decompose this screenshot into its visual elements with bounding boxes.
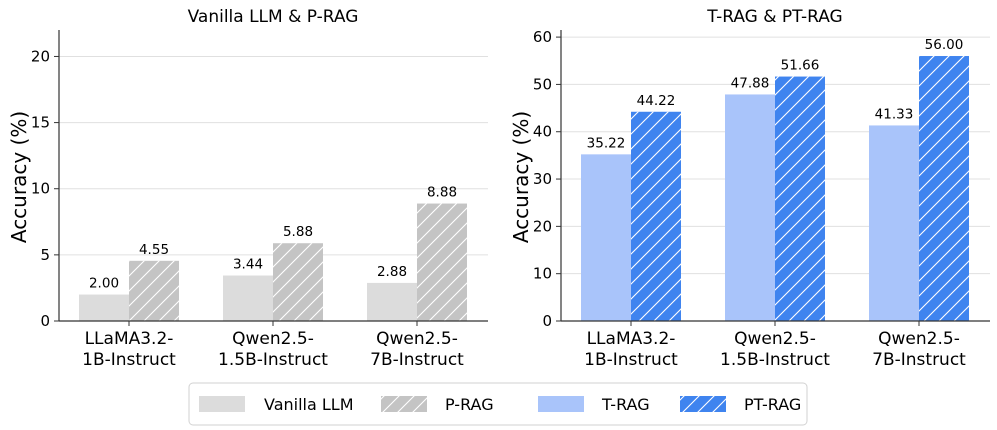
right-value-label-t-rag-1: 47.88 bbox=[731, 75, 770, 91]
right-value-label-t-rag-0: 35.22 bbox=[587, 135, 626, 151]
left-bar-vanilla-llm-2 bbox=[367, 282, 417, 321]
left-x-tick-label-2-1: 7B-Instruct bbox=[370, 350, 464, 370]
right-x-tick-label-1-1: 1.5B-Instruct bbox=[720, 350, 830, 370]
right-x-tick-label-2-0: Qwen2.5- bbox=[878, 329, 960, 349]
chart-right-y-axis-label: Accuracy (%) bbox=[509, 111, 533, 243]
left-value-label-p-rag-1: 5.88 bbox=[283, 224, 313, 240]
left-value-label-p-rag-2: 8.88 bbox=[427, 185, 457, 201]
right-y-tick-label-20: 20 bbox=[533, 217, 552, 235]
chart-left-y-axis-label: Accuracy (%) bbox=[7, 111, 31, 243]
left-x-tick-label-0-1: 1B-Instruct bbox=[82, 350, 176, 370]
right-y-tick-label-30: 30 bbox=[533, 170, 552, 188]
right-x-tick-label-2-1: 7B-Instruct bbox=[872, 350, 966, 370]
legend-frame bbox=[188, 382, 808, 426]
left-y-tick-label-10: 10 bbox=[31, 180, 50, 198]
legend-label-p-rag: P-RAG bbox=[445, 395, 494, 414]
left-value-label-vanilla-llm-1: 3.44 bbox=[233, 256, 263, 272]
legend-swatch-p-rag-hatch bbox=[381, 396, 427, 412]
left-y-tick-label-20: 20 bbox=[31, 47, 50, 65]
right-value-label-t-rag-2: 41.33 bbox=[875, 106, 914, 122]
left-x-tick-label-1-1: 1.5B-Instruct bbox=[218, 350, 328, 370]
legend-swatch-vanilla-llm bbox=[199, 396, 245, 412]
right-y-tick-label-50: 50 bbox=[533, 75, 552, 93]
left-bar-vanilla-llm-1 bbox=[223, 275, 273, 321]
legend-swatch-t-rag bbox=[538, 396, 584, 412]
left-bar-vanilla-llm-0 bbox=[79, 294, 129, 321]
right-value-label-pt-rag-2: 56.00 bbox=[925, 37, 964, 53]
right-y-tick-label-10: 10 bbox=[533, 265, 552, 283]
right-bar-t-rag-1 bbox=[725, 94, 775, 321]
chart-left: Vanilla LLM & P-RAG Accuracy (%) 0 5 10 15 2… bbox=[7, 7, 488, 370]
right-y-tick-label-0: 0 bbox=[542, 312, 552, 330]
legend: Vanilla LLM P-RAG T-RAG PT-RAG bbox=[188, 382, 808, 426]
left-bar-p-rag-0-hatch bbox=[129, 260, 179, 321]
left-y-tick-label-15: 15 bbox=[31, 114, 50, 132]
left-y-tick-label-5: 5 bbox=[40, 246, 50, 264]
legend-label-pt-rag: PT-RAG bbox=[744, 395, 801, 414]
right-value-label-pt-rag-1: 51.66 bbox=[781, 58, 820, 74]
left-x-tick-label-0-0: LLaMA3.2- bbox=[85, 329, 174, 349]
left-bar-p-rag-1-hatch bbox=[273, 243, 323, 321]
chart-left-title: Vanilla LLM & P-RAG bbox=[188, 7, 359, 27]
right-x-tick-label-0-0: LLaMA3.2- bbox=[587, 329, 676, 349]
left-x-tick-label-1-0: Qwen2.5- bbox=[232, 329, 314, 349]
right-y-tick-label-40: 40 bbox=[533, 123, 552, 141]
left-x-tick-label-2-0: Qwen2.5- bbox=[376, 329, 458, 349]
right-x-tick-label-0-1: 1B-Instruct bbox=[584, 350, 678, 370]
right-x-tick-label-1-0: Qwen2.5- bbox=[734, 329, 816, 349]
chart-right-title: T-RAG & PT-RAG bbox=[706, 7, 843, 27]
right-bar-pt-rag-2-hatch bbox=[919, 56, 969, 322]
right-bar-pt-rag-0-hatch bbox=[631, 111, 681, 321]
right-bar-t-rag-0 bbox=[581, 154, 631, 321]
right-bar-pt-rag-1-hatch bbox=[775, 76, 825, 321]
legend-swatch-pt-rag-hatch bbox=[680, 396, 726, 412]
right-bar-t-rag-2 bbox=[869, 125, 919, 321]
left-bar-p-rag-2-hatch bbox=[417, 203, 467, 321]
left-value-label-p-rag-0: 4.55 bbox=[139, 242, 169, 258]
legend-label-t-rag: T-RAG bbox=[601, 395, 650, 414]
right-value-label-pt-rag-0: 44.22 bbox=[637, 93, 676, 109]
right-y-tick-label-60: 60 bbox=[533, 28, 552, 46]
left-y-tick-label-0: 0 bbox=[40, 312, 50, 330]
left-value-label-vanilla-llm-2: 2.88 bbox=[377, 264, 407, 280]
legend-label-vanilla-llm: Vanilla LLM bbox=[264, 395, 354, 414]
chart-right: T-RAG & PT-RAG Accuracy (%) 0 10 20 30 40 50 6… bbox=[509, 7, 990, 370]
left-value-label-vanilla-llm-0: 2.00 bbox=[89, 276, 119, 292]
